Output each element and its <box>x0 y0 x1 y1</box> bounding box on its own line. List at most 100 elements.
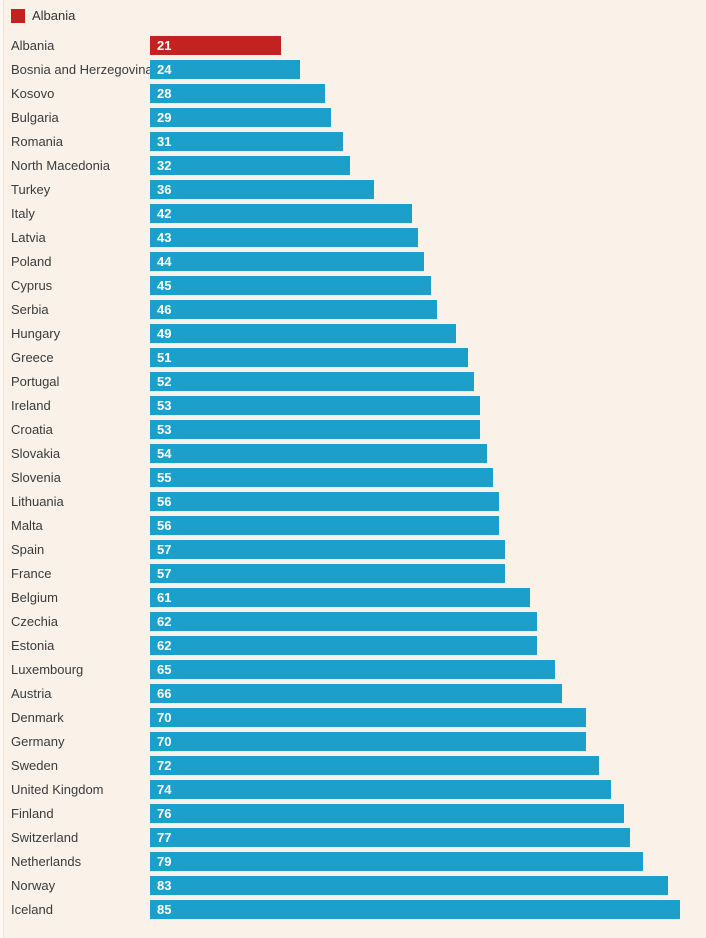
bar[interactable]: 54 <box>150 443 487 463</box>
chart-row: Albania 21 <box>0 33 706 57</box>
chart-row: Luxembourg 65 <box>0 657 706 681</box>
chart-legend[interactable]: Albania <box>0 0 706 23</box>
bar[interactable]: 72 <box>150 755 599 775</box>
bar[interactable]: 70 <box>150 707 587 727</box>
chart-row: France 57 <box>0 561 706 585</box>
bar[interactable]: 31 <box>150 131 344 151</box>
bar-track: 74 <box>150 779 680 799</box>
bar[interactable]: 53 <box>150 419 481 439</box>
category-label: Netherlands <box>11 853 82 869</box>
bar-track: 85 <box>150 899 680 919</box>
bar[interactable]: 61 <box>150 587 531 607</box>
bar[interactable]: 21 <box>150 35 281 55</box>
legend-swatch-albania <box>11 9 25 23</box>
category-label: Serbia <box>11 301 49 317</box>
category-label: Cyprus <box>11 277 53 293</box>
value-label: 21 <box>157 37 172 53</box>
bar-track: 29 <box>150 107 680 127</box>
bar-track: 31 <box>150 131 680 151</box>
bar[interactable]: 43 <box>150 227 419 247</box>
bar[interactable]: 52 <box>150 371 475 391</box>
bar[interactable]: 57 <box>150 563 506 583</box>
bar[interactable]: 44 <box>150 251 425 271</box>
bar[interactable]: 62 <box>150 611 537 631</box>
category-label: Czechia <box>11 613 58 629</box>
category-label: Slovenia <box>11 469 61 485</box>
category-label: Turkey <box>11 181 51 197</box>
category-label: Kosovo <box>11 85 55 101</box>
value-label: 43 <box>157 229 172 245</box>
category-label: Bosnia and Herzegovina <box>11 61 150 77</box>
category-label: Iceland <box>11 901 53 917</box>
chart-row: Kosovo 28 <box>0 81 706 105</box>
bar-track: 49 <box>150 323 680 343</box>
bar[interactable]: 56 <box>150 515 500 535</box>
value-label: 74 <box>157 781 172 797</box>
bar-track: 32 <box>150 155 680 175</box>
bar[interactable]: 76 <box>150 803 624 823</box>
bar[interactable]: 32 <box>150 155 350 175</box>
chart-row: Portugal 52 <box>0 369 706 393</box>
value-label: 56 <box>157 517 172 533</box>
category-label: Poland <box>11 253 52 269</box>
bar-track: 77 <box>150 827 680 847</box>
chart-row: Romania 31 <box>0 129 706 153</box>
bar[interactable]: 51 <box>150 347 468 367</box>
value-label: 32 <box>157 157 172 173</box>
value-label: 57 <box>157 541 172 557</box>
value-label: 56 <box>157 493 172 509</box>
chart-row: Netherlands 79 <box>0 849 706 873</box>
value-label: 42 <box>157 205 172 221</box>
value-label: 62 <box>157 613 172 629</box>
value-label: 49 <box>157 325 172 341</box>
bar[interactable]: 85 <box>150 899 680 919</box>
bar[interactable]: 45 <box>150 275 431 295</box>
bar[interactable]: 24 <box>150 59 300 79</box>
bar-track: 43 <box>150 227 680 247</box>
bar[interactable]: 49 <box>150 323 456 343</box>
value-label: 83 <box>157 877 172 893</box>
category-label: Slovakia <box>11 445 61 461</box>
value-label: 62 <box>157 637 172 653</box>
legend-label: Albania <box>32 8 76 23</box>
bar[interactable]: 66 <box>150 683 562 703</box>
chart-row: Spain 57 <box>0 537 706 561</box>
category-label: Ireland <box>11 397 51 413</box>
bar[interactable]: 46 <box>150 299 437 319</box>
bar[interactable]: 55 <box>150 467 493 487</box>
value-label: 28 <box>157 85 172 101</box>
bar[interactable]: 53 <box>150 395 481 415</box>
chart-row: Germany 70 <box>0 729 706 753</box>
chart-row: Serbia 46 <box>0 297 706 321</box>
bar[interactable]: 56 <box>150 491 500 511</box>
bar-track: 57 <box>150 563 680 583</box>
bar[interactable]: 74 <box>150 779 612 799</box>
category-label: Greece <box>11 349 54 365</box>
bar[interactable]: 65 <box>150 659 556 679</box>
chart-row: Finland 76 <box>0 801 706 825</box>
page-left-edge <box>0 0 4 938</box>
bar[interactable]: 62 <box>150 635 537 655</box>
category-label: Bulgaria <box>11 109 59 125</box>
bar[interactable]: 28 <box>150 83 325 103</box>
bar[interactable]: 70 <box>150 731 587 751</box>
chart-row: Sweden 72 <box>0 753 706 777</box>
bar-track: 66 <box>150 683 680 703</box>
bar[interactable]: 77 <box>150 827 631 847</box>
bar-track: 55 <box>150 467 680 487</box>
bar[interactable]: 29 <box>150 107 331 127</box>
bar-track: 57 <box>150 539 680 559</box>
bar-track: 70 <box>150 707 680 727</box>
category-label: Portugal <box>11 373 60 389</box>
bar[interactable]: 36 <box>150 179 375 199</box>
bar[interactable]: 79 <box>150 851 643 871</box>
value-label: 53 <box>157 397 172 413</box>
chart-row: Hungary 49 <box>0 321 706 345</box>
bar[interactable]: 83 <box>150 875 668 895</box>
bar-track: 28 <box>150 83 680 103</box>
bar[interactable]: 42 <box>150 203 412 223</box>
category-label: Croatia <box>11 421 53 437</box>
bar[interactable]: 57 <box>150 539 506 559</box>
category-label: Albania <box>11 37 55 53</box>
chart-row: Iceland 85 <box>0 897 706 921</box>
